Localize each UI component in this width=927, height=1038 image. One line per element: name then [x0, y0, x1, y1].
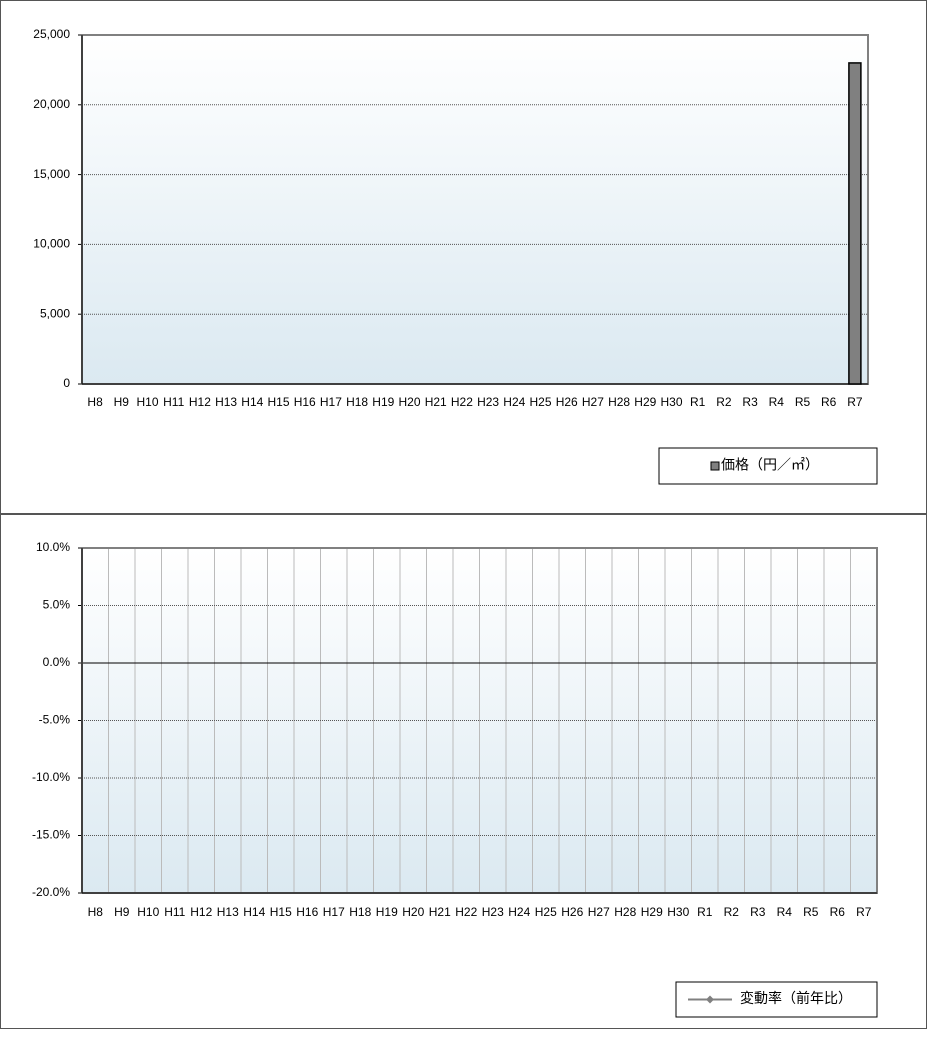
y-tick-label: 10.0%: [36, 540, 70, 554]
x-tick-label: R2: [716, 395, 732, 409]
x-tick-label: H10: [137, 905, 159, 919]
legend-box: [658, 447, 878, 485]
x-tick-label: H30: [660, 395, 682, 409]
x-tick-label: H19: [372, 395, 394, 409]
x-tick-label: H22: [455, 905, 477, 919]
x-tick-label: H13: [215, 395, 237, 409]
x-tick-label: R4: [769, 395, 785, 409]
y-tick-label: -10.0%: [32, 770, 70, 784]
y-tick-label: 5,000: [40, 306, 70, 320]
x-tick-label: H12: [190, 905, 212, 919]
x-tick-label: H17: [323, 905, 345, 919]
y-tick-label: 10,000: [33, 237, 70, 251]
x-tick-label: R3: [750, 905, 766, 919]
bar: [848, 62, 862, 385]
y-tick-label: -5.0%: [39, 713, 71, 727]
x-tick-label: R6: [821, 395, 837, 409]
x-tick-label: H16: [294, 395, 316, 409]
x-tick-label: H23: [482, 905, 504, 919]
x-tick-label: H17: [320, 395, 342, 409]
x-tick-label: H24: [503, 395, 525, 409]
x-tick-label: R5: [803, 905, 819, 919]
x-tick-label: H30: [667, 905, 689, 919]
x-tick-label: R5: [795, 395, 811, 409]
x-tick-label: H29: [641, 905, 663, 919]
y-tick-label: -20.0%: [32, 885, 70, 899]
x-tick-label: H27: [588, 905, 610, 919]
x-tick-label: H24: [508, 905, 530, 919]
plot-area: [82, 35, 868, 384]
x-tick-label: H9: [114, 905, 130, 919]
x-tick-label: H25: [529, 395, 551, 409]
legend-label: 価格（円／㎡）: [721, 457, 819, 473]
y-tick-label: 15,000: [33, 167, 70, 181]
y-tick-label: 0.0%: [43, 655, 71, 669]
x-tick-label: H26: [561, 905, 583, 919]
x-tick-label: H8: [87, 395, 103, 409]
x-tick-label: H18: [349, 905, 371, 919]
x-tick-label: H21: [429, 905, 451, 919]
x-tick-label: H28: [614, 905, 636, 919]
x-tick-label: H18: [346, 395, 368, 409]
x-tick-label: H10: [136, 395, 158, 409]
x-tick-label: H22: [451, 395, 473, 409]
y-tick-label: 5.0%: [43, 598, 71, 612]
x-tick-label: H9: [114, 395, 130, 409]
x-tick-label: H26: [556, 395, 578, 409]
x-tick-label: H11: [164, 905, 185, 919]
x-tick-label: R2: [724, 905, 740, 919]
x-tick-label: H25: [535, 905, 557, 919]
x-tick-label: H8: [88, 905, 104, 919]
x-tick-label: H20: [402, 905, 424, 919]
x-tick-label: H11: [163, 395, 184, 409]
x-tick-label: R3: [742, 395, 758, 409]
legend-marker: [706, 995, 714, 1004]
x-tick-label: H21: [425, 395, 447, 409]
x-tick-label: H28: [608, 395, 630, 409]
x-tick-label: H13: [217, 905, 239, 919]
x-tick-label: H15: [270, 905, 292, 919]
x-tick-label: R4: [777, 905, 793, 919]
y-tick-label: 20,000: [33, 97, 70, 111]
y-tick-label: -15.0%: [32, 828, 70, 842]
x-tick-label: H15: [267, 395, 289, 409]
y-tick-label: 25,000: [33, 27, 70, 41]
x-tick-label: R1: [697, 905, 713, 919]
x-tick-label: R7: [856, 905, 872, 919]
x-tick-label: H14: [243, 905, 265, 919]
x-tick-label: R6: [830, 905, 846, 919]
legend-label: 変動率（前年比）: [740, 990, 852, 1006]
x-tick-label: H27: [582, 395, 604, 409]
x-tick-label: H16: [296, 905, 318, 919]
legend-marker: [710, 461, 720, 471]
x-tick-label: H14: [241, 395, 263, 409]
x-tick-label: H20: [398, 395, 420, 409]
y-tick-label: 0: [63, 376, 70, 390]
x-tick-label: H19: [376, 905, 398, 919]
x-tick-label: H23: [477, 395, 499, 409]
x-tick-label: H12: [189, 395, 211, 409]
x-tick-label: R1: [690, 395, 706, 409]
x-tick-label: H29: [634, 395, 656, 409]
x-tick-label: R7: [847, 395, 863, 409]
